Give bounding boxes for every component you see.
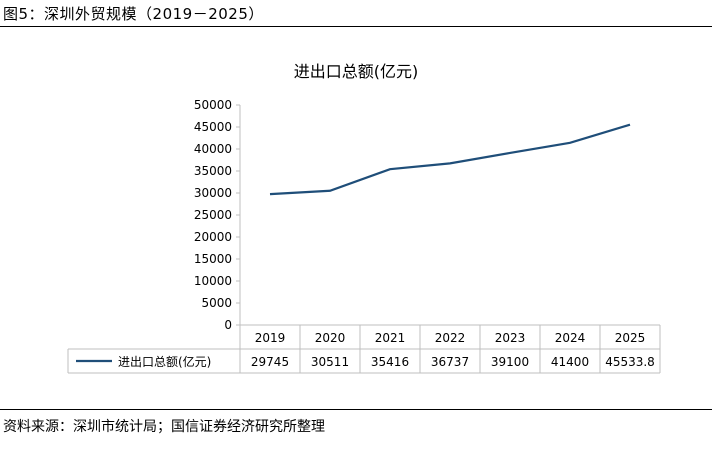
legend-label: 进出口总额(亿元) [118, 354, 211, 369]
bottom-rule [0, 409, 712, 410]
y-tick-label: 25000 [194, 208, 232, 222]
x-category-label: 2022 [435, 331, 466, 345]
chart-title: 进出口总额(亿元) [294, 62, 419, 81]
y-tick-label: 15000 [194, 252, 232, 266]
data-value-label: 30511 [311, 355, 349, 369]
figure-caption: 图5：深圳外贸规模（2019－2025） [3, 5, 264, 23]
x-category-label: 2020 [315, 331, 346, 345]
y-tick-label: 40000 [194, 142, 232, 156]
source-note: 资料来源：深圳市统计局；国信证券经济研究所整理 [3, 419, 325, 435]
x-category-label: 2019 [255, 331, 286, 345]
series-line [269, 123, 631, 196]
y-tick-label: 30000 [194, 186, 232, 200]
data-value-label: 41400 [551, 355, 589, 369]
top-rule [0, 26, 712, 27]
y-tick-label: 45000 [194, 120, 232, 134]
x-category-label: 2025 [615, 331, 646, 345]
data-value-label: 35416 [371, 355, 409, 369]
data-value-label: 39100 [491, 355, 529, 369]
y-axis: 0 5000 10000 15000 20000 25000 30000 35000 40000… [194, 98, 241, 332]
data-table: 2019 2020 2021 2022 2023 2024 2025 进出口总额(亿元) 297… [67, 324, 661, 374]
data-value-label: 45533.8 [605, 355, 655, 369]
y-tick-label: 50000 [194, 98, 232, 112]
y-tick-label: 5000 [201, 296, 232, 310]
y-tick-label: 20000 [194, 230, 232, 244]
line-chart: 进出口总额(亿元) 0 5000 10000 15000 20000 25000 30000… [67, 62, 661, 374]
y-tick-label: 35000 [194, 164, 232, 178]
x-category-label: 2024 [555, 331, 586, 345]
x-category-label: 2021 [375, 331, 406, 345]
x-category-label: 2023 [495, 331, 526, 345]
y-tick-label: 0 [224, 318, 232, 332]
data-value-label: 36737 [431, 355, 469, 369]
data-value-label: 29745 [251, 355, 289, 369]
y-tick-label: 10000 [194, 274, 232, 288]
